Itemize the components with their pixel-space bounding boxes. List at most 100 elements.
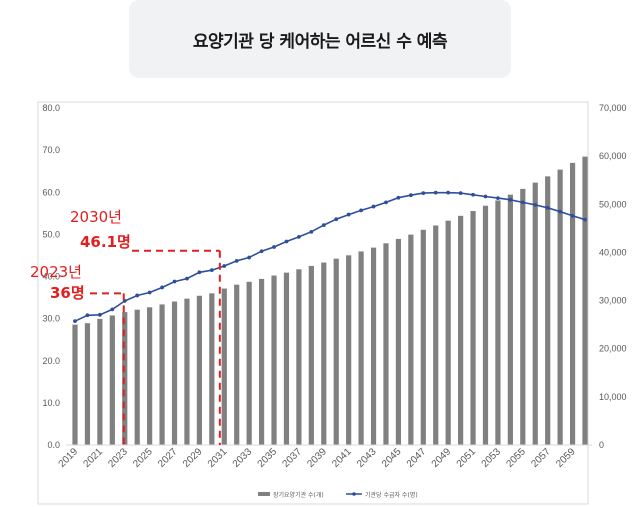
bar: [72, 324, 78, 445]
line-point: [135, 293, 140, 298]
line-point: [433, 190, 438, 195]
line-point: [346, 212, 351, 217]
right-tick-label: 40,000: [599, 247, 627, 257]
right-tick-label: 60,000: [599, 151, 627, 161]
x-tick-label: 2029: [181, 446, 205, 470]
bar: [209, 293, 215, 445]
x-tick-label: 2039: [305, 446, 329, 470]
x-tick-label: 2035: [256, 446, 280, 470]
bar: [370, 247, 377, 445]
x-tick-label: 2049: [430, 446, 454, 470]
bar: [520, 188, 526, 445]
bar: [258, 278, 265, 445]
bar: [557, 169, 563, 445]
x-tick-label: 2041: [330, 446, 354, 470]
bar: [458, 215, 464, 445]
annotation-value: 36명: [50, 284, 85, 302]
left-tick-label: 30.0: [42, 314, 60, 324]
line-point: [384, 200, 388, 205]
line-point: [508, 197, 513, 202]
bar: [159, 304, 165, 445]
line-point: [309, 229, 314, 234]
line-point: [247, 255, 252, 260]
series-line: [74, 191, 586, 322]
line-point: [97, 312, 102, 317]
title-banner: 요양기관 당 케어하는 어르신 수 예측: [129, 0, 511, 78]
line-point: [334, 217, 339, 222]
line-point: [197, 270, 202, 275]
line-point: [321, 223, 326, 228]
line-point: [520, 200, 525, 205]
bar: [221, 288, 227, 445]
left-tick-label: 70.0: [42, 145, 60, 155]
bar: [395, 238, 402, 445]
line-point: [209, 268, 214, 273]
bar: [420, 229, 426, 445]
bar: [246, 281, 252, 445]
line-point: [558, 209, 563, 214]
bar: [495, 200, 501, 445]
bar: [433, 225, 439, 445]
line-point: [396, 195, 401, 200]
right-tick-label: 50,000: [599, 199, 627, 209]
bar: [308, 265, 314, 445]
x-tick-label: 2025: [131, 446, 155, 470]
x-tick-label: 2027: [156, 446, 180, 470]
line-point: [297, 235, 301, 239]
line-point: [172, 279, 177, 284]
bar: [184, 298, 190, 445]
bar: [383, 243, 389, 445]
line-point: [533, 202, 538, 207]
line-point: [583, 217, 587, 222]
x-tick-label: 2019: [57, 446, 81, 470]
line-point: [222, 264, 227, 268]
right-tick-label: 30,000: [599, 296, 627, 306]
line-series: [73, 190, 587, 324]
bar: [97, 318, 103, 445]
x-tick-label: 2055: [504, 446, 528, 470]
x-tick-label: 2021: [81, 446, 105, 470]
bar: [582, 156, 588, 446]
bar: [358, 251, 364, 445]
line-point: [359, 208, 363, 213]
line-point: [483, 194, 488, 199]
x-tick-label: 2037: [281, 446, 305, 470]
right-axis: 0 10,000 20,000 30,000 40,000 50,000 60,000 70,…: [599, 103, 627, 450]
legend-bar-swatch: [258, 492, 270, 496]
line-point: [496, 196, 500, 201]
bar: [333, 258, 339, 445]
line-point: [110, 307, 115, 312]
x-tick-label: 2057: [529, 446, 553, 470]
annotation-year: 2023년: [30, 263, 82, 281]
bar: [408, 234, 414, 445]
bar: [134, 309, 140, 445]
x-tick-label: 2047: [405, 446, 429, 470]
bar: [482, 205, 489, 445]
annotations: 2023년 36명 2030년 46.1명: [30, 208, 221, 445]
bar: [321, 262, 327, 445]
chart-title: 요양기관 당 케어하는 어르신 수 예측: [192, 31, 448, 52]
line-point: [272, 245, 276, 249]
left-axis: 0.0 10.0 20.0 30.0 40.0 50.0 60.0 70.0 80.0: [42, 103, 60, 450]
line-point: [73, 319, 77, 324]
line-point: [371, 204, 376, 209]
annotation-value: 46.1명: [80, 233, 131, 251]
legend: 장기요양기관 수(개) 기관당 수급자 수(명): [258, 491, 418, 499]
left-tick-label: 20.0: [42, 356, 60, 366]
bar: [545, 176, 551, 445]
x-tick-label: 2045: [380, 446, 404, 470]
x-tick-label: 2051: [455, 446, 479, 470]
bar: [283, 272, 290, 445]
line-point: [471, 192, 475, 197]
left-tick-label: 60.0: [42, 187, 60, 197]
legend-bar-label: 장기요양기관 수(개): [273, 491, 324, 499]
bar-series: [72, 156, 588, 446]
left-tick-label: 80.0: [42, 103, 60, 113]
bar: [109, 315, 115, 445]
line-point: [85, 313, 90, 318]
bar: [196, 295, 202, 445]
x-tick-label: 2031: [206, 446, 230, 470]
line-point: [259, 249, 264, 254]
x-tick-label: 2059: [554, 446, 578, 470]
right-tick-label: 0: [599, 440, 604, 450]
